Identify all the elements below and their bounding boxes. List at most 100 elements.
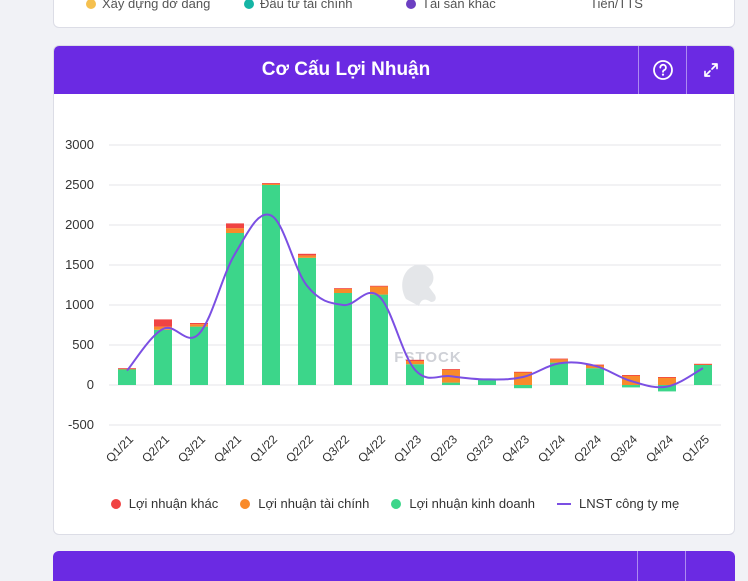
- bar-segment[interactable]: [262, 183, 280, 184]
- bar-segment[interactable]: [154, 319, 172, 327]
- bar-segment[interactable]: [226, 228, 244, 233]
- bar-segment[interactable]: [622, 385, 640, 388]
- x-tick-label: Q3/21: [175, 432, 208, 465]
- bar-segment[interactable]: [262, 183, 280, 185]
- legend-item[interactable]: Xây dựng dở dang: [86, 0, 210, 11]
- bar-segment[interactable]: [694, 363, 712, 365]
- profit-structure-card: Cơ Cấu Lợi Nhuận FSTOCK 3000 2500 2000 1500…: [53, 45, 735, 535]
- bar-segment[interactable]: [658, 385, 676, 392]
- x-tick-label: Q1/22: [247, 432, 280, 465]
- bar-segment[interactable]: [226, 223, 244, 229]
- y-tick-label: 1500: [65, 257, 94, 272]
- bar-segment[interactable]: [298, 253, 316, 256]
- x-tick-label: Q1/24: [535, 432, 568, 465]
- next-card-header: [53, 551, 735, 581]
- legend-item[interactable]: Tài sản khác: [406, 0, 496, 11]
- bar-segment[interactable]: [190, 324, 208, 327]
- help-circle-icon: [652, 60, 673, 80]
- bar-segment[interactable]: [694, 364, 712, 365]
- legend-label: Lợi nhuận tài chính: [258, 496, 370, 511]
- legend-label: Lợi nhuận kinh doanh: [409, 496, 536, 511]
- bar-segment[interactable]: [370, 294, 388, 385]
- x-tick-label: Q2/24: [571, 432, 604, 465]
- bar-segment[interactable]: [226, 233, 244, 385]
- bar-segment[interactable]: [658, 377, 676, 378]
- bar-segment[interactable]: [190, 326, 208, 385]
- bar-segment[interactable]: [442, 369, 460, 370]
- y-tick-label: 500: [72, 337, 94, 352]
- bar-segment[interactable]: [262, 185, 280, 385]
- bar-segment[interactable]: [118, 368, 136, 369]
- bar-segment[interactable]: [406, 364, 424, 385]
- legend-dot: [406, 0, 416, 9]
- legend-dot: [86, 0, 96, 9]
- expand-button[interactable]: [686, 46, 734, 94]
- chart-legend: Lợi nhuận khác Lợi nhuận tài chính Lợi n…: [54, 496, 734, 511]
- y-tick-label: -500: [68, 417, 94, 432]
- bar-segment[interactable]: [334, 293, 352, 385]
- x-tick-label: Q1/23: [391, 432, 424, 465]
- net-profit-line[interactable]: [126, 213, 704, 389]
- x-tick-label: Q1/25: [679, 432, 712, 465]
- bar-segment[interactable]: [334, 289, 352, 293]
- y-tick-label: 2000: [65, 217, 94, 232]
- x-tick-label: Q4/24: [643, 432, 676, 465]
- bar-segment[interactable]: [658, 377, 676, 385]
- legend-line: [557, 502, 572, 505]
- bar-segment[interactable]: [514, 385, 532, 389]
- horse-logo-icon: [402, 264, 436, 306]
- bar-segment[interactable]: [298, 255, 316, 258]
- legend-label: Lợi nhuận khác: [128, 496, 219, 511]
- bar-segment[interactable]: [442, 382, 460, 385]
- legend-item-business-profit[interactable]: Lợi nhuận kinh doanh: [391, 496, 535, 511]
- x-tick-label: Q4/22: [355, 432, 388, 465]
- bar-segment[interactable]: [622, 375, 640, 376]
- bar-segment[interactable]: [514, 371, 532, 373]
- x-tick-label: Q4/21: [211, 432, 244, 465]
- bar-segment[interactable]: [694, 365, 712, 385]
- x-tick-label: Q2/23: [427, 432, 460, 465]
- legend-dot: [391, 498, 402, 509]
- bar-segment[interactable]: [334, 288, 352, 289]
- bar-segment[interactable]: [550, 358, 568, 360]
- y-tick-label: 0: [87, 377, 94, 392]
- divider: [637, 551, 638, 581]
- x-tick-label: Q3/22: [319, 432, 352, 465]
- divider: [685, 551, 686, 581]
- x-tick-label: Q4/23: [499, 432, 532, 465]
- x-tick-label: Q1/21: [103, 432, 136, 465]
- bar-segment[interactable]: [586, 368, 604, 385]
- x-tick-label: Q2/21: [139, 432, 172, 465]
- legend-dot: [240, 498, 251, 509]
- x-tick-label: Q3/23: [463, 432, 496, 465]
- legend-label: Đầu tư tài chính: [260, 0, 353, 11]
- legend-label: Tài sản khác: [422, 0, 496, 11]
- legend-item[interactable]: Đầu tư tài chính: [244, 0, 353, 11]
- bar-segment[interactable]: [550, 359, 568, 363]
- bar-segment[interactable]: [118, 369, 136, 385]
- bar-segment[interactable]: [406, 359, 424, 361]
- y-tick-label: 3000: [65, 137, 94, 152]
- bar-segment[interactable]: [478, 379, 496, 385]
- legend-dot: [244, 0, 254, 9]
- help-button[interactable]: [638, 46, 686, 94]
- bar-segment[interactable]: [550, 362, 568, 385]
- legend-label: LNST công ty mẹ: [579, 496, 680, 511]
- y-tick-label: 2500: [65, 177, 94, 192]
- card-header: Cơ Cấu Lợi Nhuận: [54, 46, 734, 94]
- bar-segment[interactable]: [370, 286, 388, 295]
- x-tick-label: Q3/24: [607, 432, 640, 465]
- bar-segment[interactable]: [370, 285, 388, 287]
- legend-item-parent-net-profit[interactable]: LNST công ty mẹ: [557, 496, 679, 511]
- bar-segment[interactable]: [154, 329, 172, 385]
- bar-segment[interactable]: [406, 361, 424, 365]
- legend-label: Tiền/TTS: [590, 0, 643, 11]
- bar-segment[interactable]: [190, 323, 208, 325]
- previous-chart-card: Xây dựng dở dang Đầu tư tài chính Tài sả…: [53, 0, 735, 28]
- legend-dot: [110, 498, 121, 509]
- legend-item-other-profit[interactable]: Lợi nhuận khác: [110, 496, 219, 511]
- card-title: Cơ Cấu Lợi Nhuận: [261, 59, 431, 80]
- expand-icon: [703, 63, 718, 77]
- legend-item-financial-profit[interactable]: Lợi nhuận tài chính: [240, 496, 369, 511]
